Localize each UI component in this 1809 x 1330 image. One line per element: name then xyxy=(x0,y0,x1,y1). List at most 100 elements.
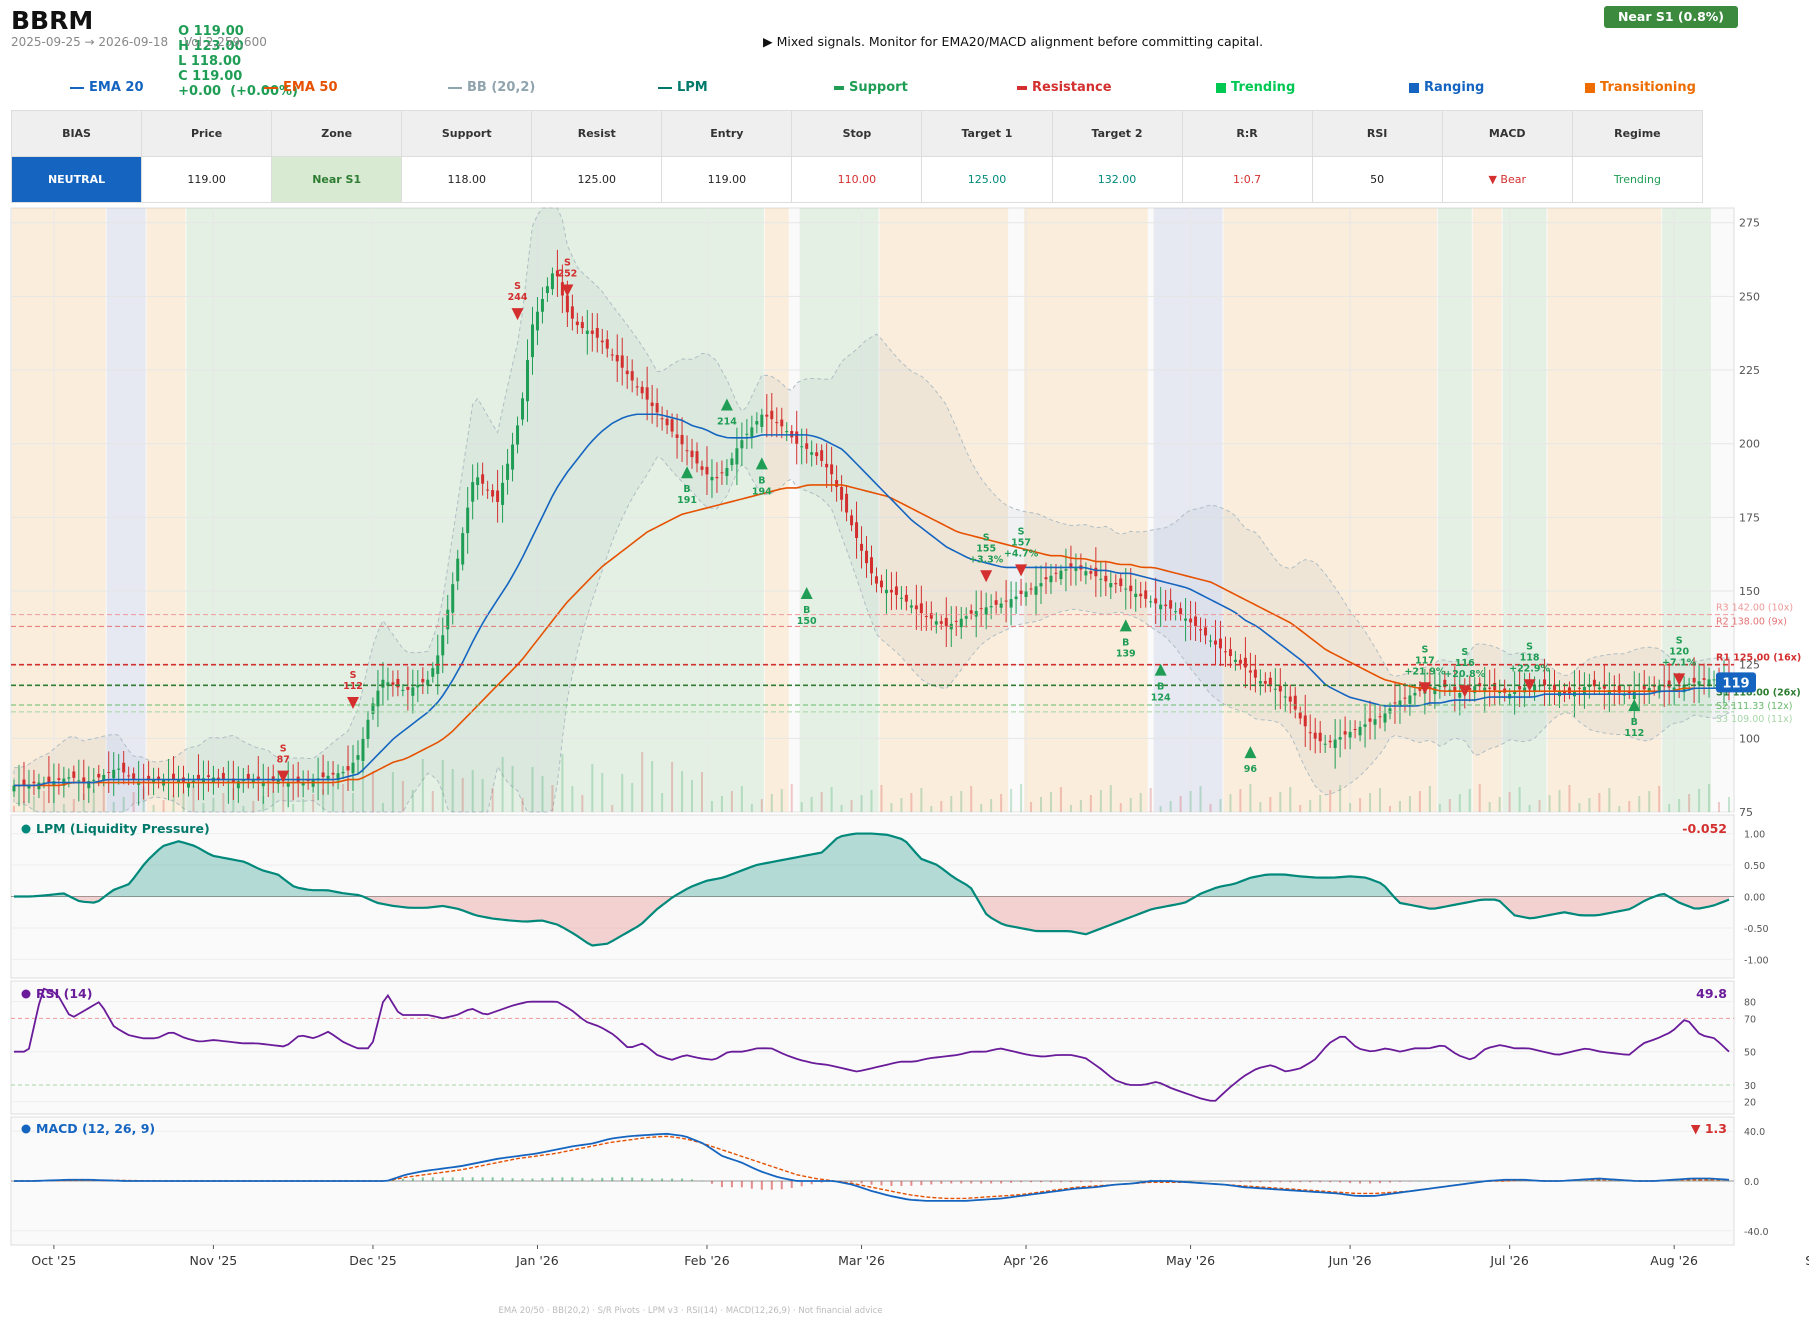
candle-body xyxy=(1228,649,1232,657)
candle-body xyxy=(1647,688,1651,693)
volume-bar xyxy=(521,798,524,812)
candle-body xyxy=(765,414,769,417)
macd-histogram-bar xyxy=(850,1181,853,1183)
candle-body xyxy=(635,386,639,388)
signal-label: S xyxy=(1676,635,1683,646)
candle-body xyxy=(1363,724,1367,727)
candle-body xyxy=(870,557,873,574)
candle-body xyxy=(944,617,948,627)
candle-body xyxy=(1313,732,1317,739)
volume-bar xyxy=(421,759,424,812)
candle-body xyxy=(1632,691,1636,700)
volume-bar xyxy=(1708,784,1711,812)
legend-label: LPM xyxy=(677,80,708,95)
legend-item-trending: Trending xyxy=(1216,80,1295,95)
rsi-dot xyxy=(21,989,31,999)
x-tick-label: Aug '26 xyxy=(1650,1253,1698,1268)
macd-histogram-bar xyxy=(720,1181,723,1188)
candle-body xyxy=(1154,598,1158,604)
volume-bar xyxy=(1239,789,1242,812)
macd-histogram-bar xyxy=(810,1181,813,1185)
candle-body xyxy=(755,421,759,425)
candle-body xyxy=(127,775,131,777)
volume-bar xyxy=(1259,802,1262,812)
legend-label: EMA 50 xyxy=(283,80,338,95)
candle-body xyxy=(1139,593,1143,597)
macd-histogram-bar xyxy=(671,1178,674,1181)
sell-marker xyxy=(511,308,524,321)
macd-histogram-bar xyxy=(1349,1181,1352,1184)
lpm-tick-label: -1.00 xyxy=(1744,955,1769,966)
buy-marker xyxy=(1119,619,1132,632)
sell-marker xyxy=(1418,682,1431,695)
candle-body xyxy=(1134,593,1138,598)
macd-histogram-bar xyxy=(1179,1180,1182,1181)
candle-body xyxy=(685,450,689,452)
volume-bar xyxy=(840,805,843,812)
volume-bar xyxy=(132,792,135,812)
candle-body xyxy=(391,682,395,685)
candle-body xyxy=(979,608,983,610)
signal-label: B xyxy=(1157,682,1164,693)
sell-marker xyxy=(561,284,574,297)
candle-body xyxy=(1587,685,1591,687)
volume-bar xyxy=(1468,789,1471,812)
candle-body xyxy=(1378,716,1382,718)
candle-body xyxy=(82,777,86,783)
candle-body xyxy=(57,778,61,780)
volume-bar xyxy=(681,771,684,812)
volume-bar xyxy=(262,796,265,812)
volume-bar xyxy=(1369,793,1372,812)
candle-body xyxy=(1258,681,1262,684)
macd-histogram-bar xyxy=(541,1178,544,1181)
legend-label: Trending xyxy=(1231,80,1296,95)
volume-bar xyxy=(1638,796,1641,812)
volume-bar xyxy=(1299,805,1302,812)
macd-histogram-bar xyxy=(920,1181,923,1186)
volume-bar xyxy=(1588,798,1591,812)
volume-bar xyxy=(461,778,464,812)
macd-histogram-bar xyxy=(481,1177,484,1181)
macd-histogram-bar xyxy=(1388,1181,1391,1183)
volume-bar xyxy=(272,791,275,812)
macd-histogram-bar xyxy=(1139,1180,1142,1181)
value-resist: 125.00 xyxy=(531,156,663,203)
volume-bar xyxy=(850,800,853,812)
candle-body xyxy=(595,328,599,338)
candle-body xyxy=(620,355,624,368)
volume-bar xyxy=(471,770,474,812)
volume-value: Vol 2,259,600 xyxy=(184,35,267,49)
macd-histogram-bar xyxy=(681,1178,684,1181)
candle-body xyxy=(1169,600,1173,609)
macd-histogram-bar xyxy=(790,1181,793,1188)
volume-bar xyxy=(322,789,325,812)
volume-bar xyxy=(342,784,345,812)
candle-body xyxy=(730,458,734,466)
signal-label: B xyxy=(803,605,810,616)
rsi-tick-label: 70 xyxy=(1744,1014,1756,1025)
candle-body xyxy=(1662,685,1666,687)
volume-bar xyxy=(541,776,544,812)
candle-body xyxy=(710,476,714,481)
volume-bar xyxy=(1069,805,1072,812)
volume-bar xyxy=(361,762,364,812)
volume-bar xyxy=(890,803,893,812)
macd-histogram-bar xyxy=(551,1177,554,1181)
x-tick-label: Jul '26 xyxy=(1489,1253,1528,1268)
signal-label: 124 xyxy=(1151,693,1171,704)
macd-histogram-bar xyxy=(710,1181,713,1184)
signal-label: S xyxy=(983,532,990,543)
sell-marker xyxy=(1523,679,1536,692)
volume-bar xyxy=(371,771,374,812)
sell-marker xyxy=(1015,564,1028,577)
volume-bar xyxy=(491,788,494,812)
candle-body xyxy=(1398,700,1402,707)
candle-body xyxy=(914,605,918,610)
volume-bar xyxy=(990,799,993,812)
legend-swatch xyxy=(1409,82,1419,93)
candle-body xyxy=(456,558,460,582)
volume-bar xyxy=(651,761,654,812)
volume-bar xyxy=(1189,791,1192,812)
candle-body xyxy=(939,621,943,624)
candle-body xyxy=(1223,651,1227,653)
